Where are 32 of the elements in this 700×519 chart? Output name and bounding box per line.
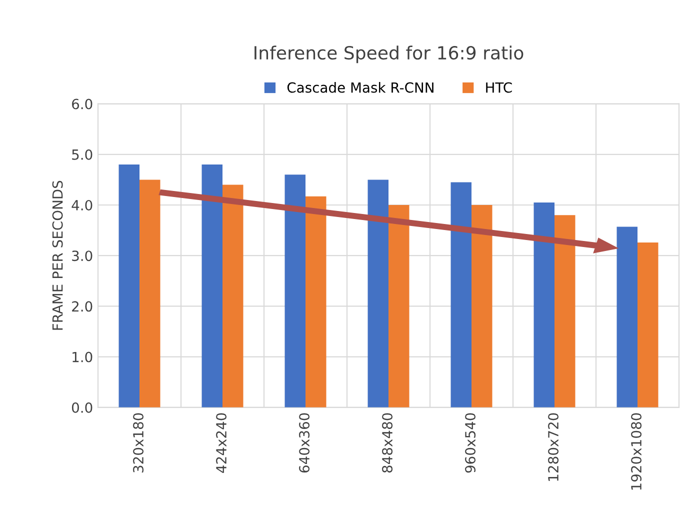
chart-title: Inference Speed for 16:9 ratio [254,46,524,64]
y-tick-label: 1.0 [72,352,92,362]
bar [638,242,658,408]
y-tick-label: 4.0 [72,200,92,210]
bar [118,164,140,408]
x-tick-label: 424x240 [216,413,227,473]
bar [222,184,244,408]
legend-label: HTC [486,82,512,93]
legend-label: Cascade Mask R-CNN [287,82,434,93]
bar [368,180,388,408]
y-tick-label: 2.0 [72,301,92,312]
x-tick-label: 1920x1080 [631,413,642,490]
y-tick-label: 6.0 [72,98,92,110]
bar [140,180,160,408]
bar [306,196,326,408]
x-tick-label: 848x480 [382,413,393,473]
bar [202,164,222,408]
y-tick-label: 0.0 [72,402,92,413]
y-tick-label: 5.0 [72,149,92,160]
bar [534,202,554,408]
y-tick-label: 3.0 [72,250,92,262]
bar [450,182,472,408]
bar [616,226,638,408]
x-tick-label: 640x360 [299,413,310,473]
bar [554,215,576,408]
bar [284,174,306,408]
bar [388,205,410,408]
y-axis-title: FRAME PER SECONDS [52,180,63,330]
x-tick-label: 960x540 [465,413,476,473]
x-tick-label: 1280x720 [548,413,559,481]
x-tick-label: 320x180 [133,413,144,472]
bar [472,205,492,408]
